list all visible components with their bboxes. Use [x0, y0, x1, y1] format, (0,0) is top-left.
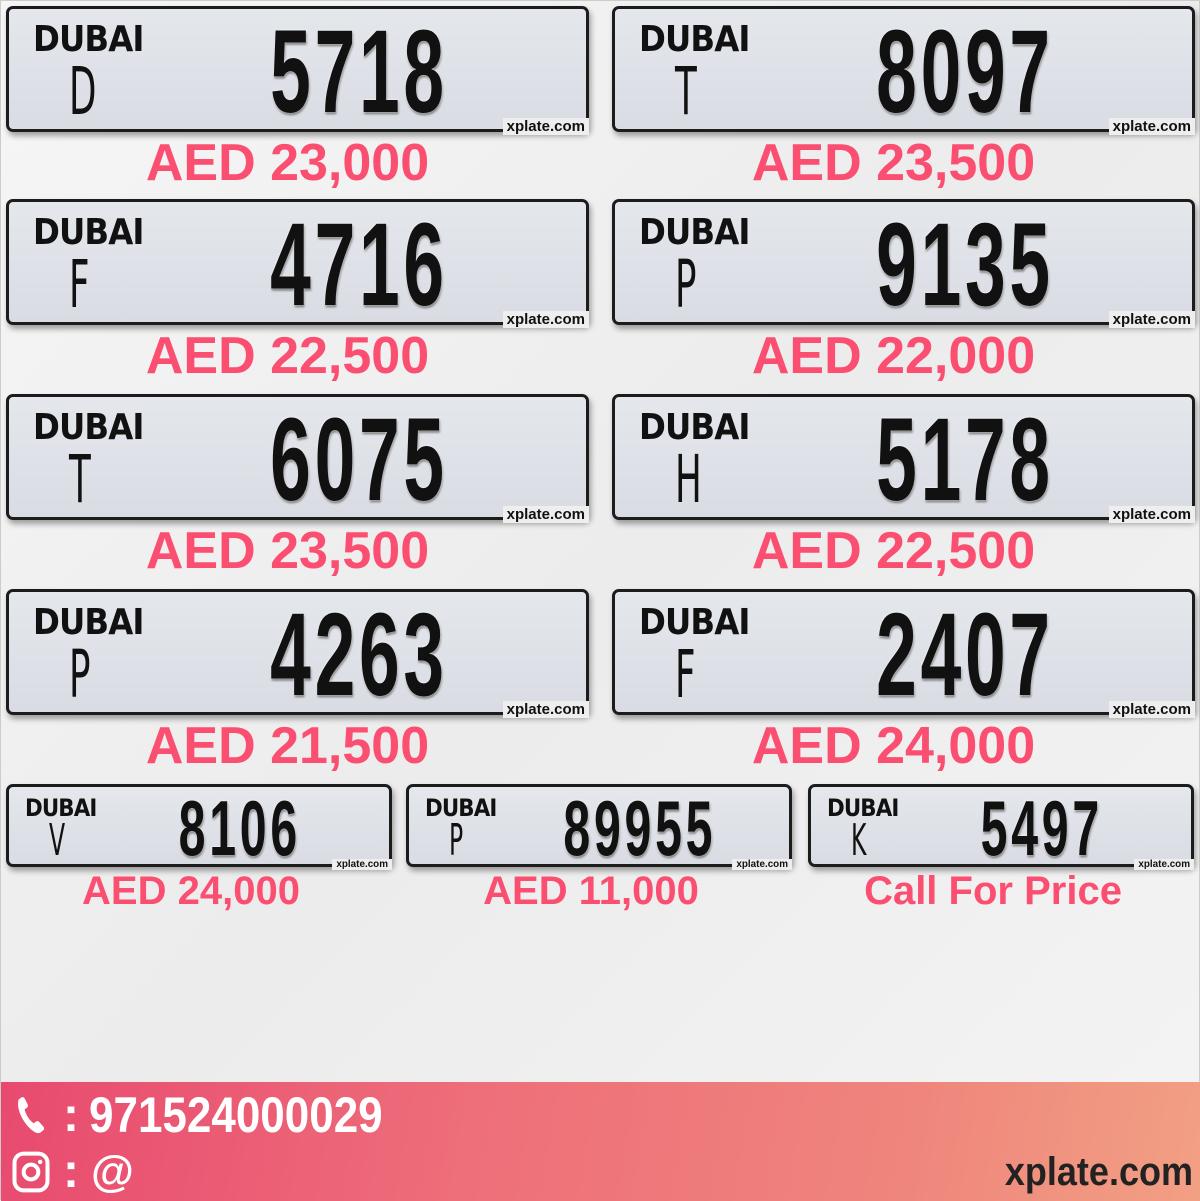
emirate-logo: DUBAI	[33, 407, 144, 448]
plate-code: D	[69, 53, 97, 130]
instagram-handle[interactable]: @	[90, 1146, 134, 1196]
plate-number: 9135	[876, 199, 1054, 331]
plate-code: H	[675, 441, 702, 518]
plate-number: 5497	[980, 785, 1104, 873]
emirate-logo: DUBAI	[33, 602, 144, 643]
plate-watermark: xplate.com	[1108, 701, 1195, 718]
emirate-logo: DUBAI	[639, 602, 750, 643]
phone-row: : 971524000029	[9, 1086, 423, 1144]
emirate-logo: DUBAI	[639, 19, 750, 60]
plate-code: V	[48, 816, 65, 866]
number-plate[interactable]: DUBAI D 5718 xplate.com	[6, 6, 589, 138]
number-plate[interactable]: DUBAI V 8106 xplate.com	[6, 784, 392, 873]
plate-number: 8106	[178, 785, 302, 873]
plate-number: 5718	[270, 6, 448, 138]
plate-code: P	[69, 636, 91, 713]
instagram-icon	[12, 1151, 50, 1192]
plate-number: 6075	[270, 394, 448, 526]
plate-number: 4716	[270, 199, 448, 331]
plate-number: 4263	[270, 589, 448, 721]
emirate-logo: DUBAI	[639, 407, 750, 448]
site-name[interactable]: xplate.com	[1004, 1150, 1193, 1194]
plate-watermark: xplate.com	[1108, 506, 1195, 523]
plate-watermark: xplate.com	[732, 859, 792, 870]
emirate-logo: DUBAI	[33, 212, 144, 253]
plate-number: 8097	[876, 6, 1054, 138]
number-plate[interactable]: DUBAI F 2407 xplate.com	[612, 589, 1195, 721]
plate-code: P	[675, 246, 697, 323]
plate-watermark: xplate.com	[502, 118, 589, 135]
plate-watermark: xplate.com	[332, 859, 392, 870]
plate-watermark: xplate.com	[502, 311, 589, 328]
plate-price: AED 23,500	[751, 134, 1036, 192]
plate-code: F	[675, 636, 696, 713]
plate-code: T	[69, 441, 91, 518]
instagram-separator: :	[63, 1145, 79, 1198]
emirate-logo: DUBAI	[33, 19, 144, 60]
plate-price: AED 24,000	[751, 717, 1036, 775]
plate-price: AED 23,000	[145, 134, 430, 192]
phone-icon	[18, 1097, 45, 1134]
plate-watermark: xplate.com	[1108, 311, 1195, 328]
emirate-logo: DUBAI	[826, 793, 899, 822]
emirate-logo: DUBAI	[24, 793, 97, 822]
number-plate[interactable]: DUBAI P 9135 xplate.com	[612, 199, 1195, 331]
plate-price: AED 11,000	[483, 869, 699, 913]
phone-separator: :	[63, 1088, 79, 1142]
number-plate[interactable]: DUBAI P 4263 xplate.com	[6, 589, 589, 721]
plate-code: P	[448, 816, 463, 866]
emirate-logo: DUBAI	[639, 212, 750, 253]
plate-watermark: xplate.com	[1108, 118, 1195, 135]
number-plate[interactable]: DUBAI H 5178 xplate.com	[612, 394, 1195, 526]
plate-code: K	[850, 816, 867, 866]
plate-price: AED 21,500	[145, 717, 430, 775]
plate-number: 89955	[563, 785, 717, 873]
plate-price: AED 22,500	[145, 327, 430, 385]
plate-code: T	[675, 53, 697, 130]
number-plate[interactable]: DUBAI K 5497 xplate.com	[808, 784, 1194, 873]
number-plate[interactable]: DUBAI P 89955 xplate.com	[406, 784, 792, 873]
plate-price: Call For Price	[864, 869, 1122, 913]
number-plate[interactable]: DUBAI F 4716 xplate.com	[6, 199, 589, 331]
plate-price: AED 22,500	[751, 522, 1036, 580]
instagram-row: : @	[9, 1144, 134, 1199]
plate-price: AED 23,500	[145, 522, 430, 580]
plate-watermark: xplate.com	[502, 701, 589, 718]
plate-number: 5178	[876, 394, 1054, 526]
number-plate[interactable]: DUBAI T 6075 xplate.com	[6, 394, 589, 526]
plate-watermark: xplate.com	[1134, 859, 1194, 870]
phone-number[interactable]: 971524000029	[88, 1087, 383, 1143]
plate-watermark: xplate.com	[502, 506, 589, 523]
plate-number: 2407	[876, 589, 1054, 721]
plate-code: F	[69, 246, 90, 323]
plate-price: AED 24,000	[82, 869, 300, 913]
contact-footer: : 971524000029 : @ xplate.com	[1, 1082, 1200, 1201]
emirate-logo: DUBAI	[424, 793, 497, 822]
number-plate[interactable]: DUBAI T 8097 xplate.com	[612, 6, 1195, 138]
plate-price: AED 22,000	[751, 327, 1036, 385]
